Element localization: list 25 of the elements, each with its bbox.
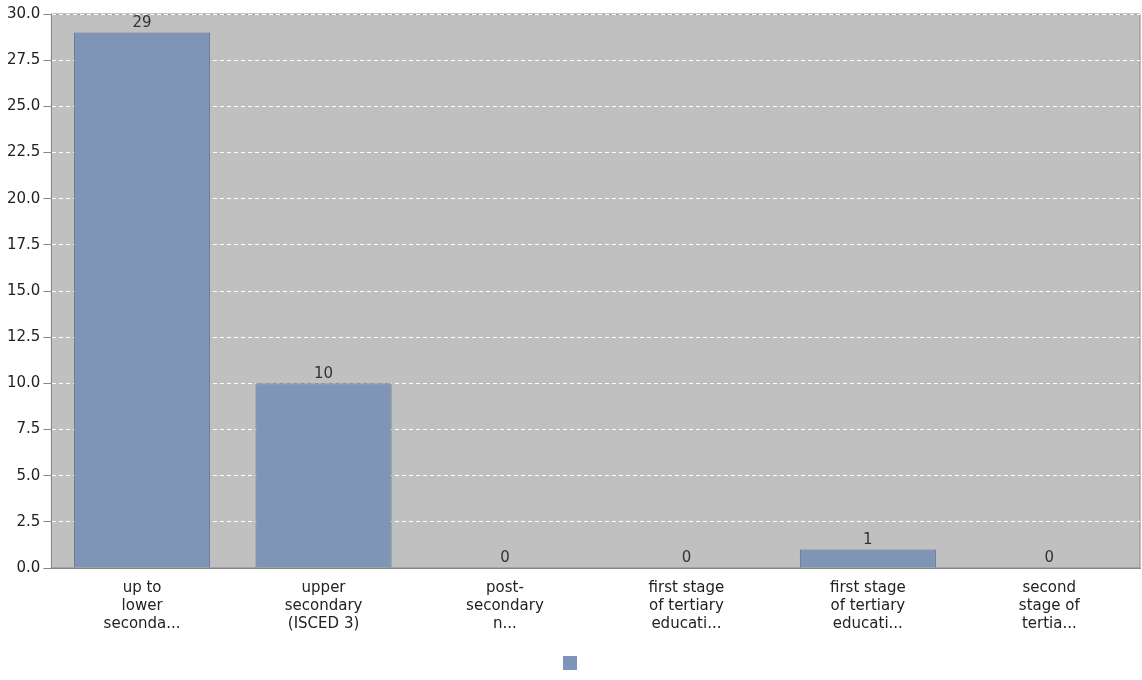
data-label: 10 — [314, 363, 334, 382]
y-tick-label: 2.5 — [16, 511, 41, 530]
x-tick-label: first stage of tertiary educati... — [648, 577, 725, 632]
data-label: 0 — [1044, 548, 1055, 567]
x-tick-label: first stage of tertiary educati... — [829, 577, 906, 632]
y-tick-label: 17.5 — [6, 234, 41, 253]
y-tick-label: 15.0 — [6, 280, 41, 299]
y-tick-label: 7.5 — [16, 419, 41, 438]
x-tick-label: second stage of tertia... — [1018, 577, 1081, 632]
y-tick-label: 22.5 — [6, 142, 41, 161]
x-tick-label: post- secondary n... — [466, 577, 544, 632]
y-tick-label: 10.0 — [6, 373, 41, 392]
data-label: 1 — [863, 529, 873, 548]
y-tick-label: 5.0 — [16, 465, 41, 484]
data-label: 0 — [500, 548, 510, 567]
y-tick-label: 0.0 — [16, 557, 41, 576]
y-tick-label: 20.0 — [6, 188, 41, 207]
data-label: 29 — [132, 12, 152, 31]
y-tick-label: 30.0 — [6, 3, 41, 22]
y-tick-label: 12.5 — [6, 327, 41, 346]
y-tick-label: 25.0 — [6, 96, 41, 115]
x-tick-label: up to lower seconda... — [103, 577, 181, 632]
y-tick-label: 27.5 — [6, 50, 41, 69]
x-tick-label: upper secondary (ISCED 3) — [284, 577, 363, 632]
data-label: 0 — [681, 548, 692, 567]
